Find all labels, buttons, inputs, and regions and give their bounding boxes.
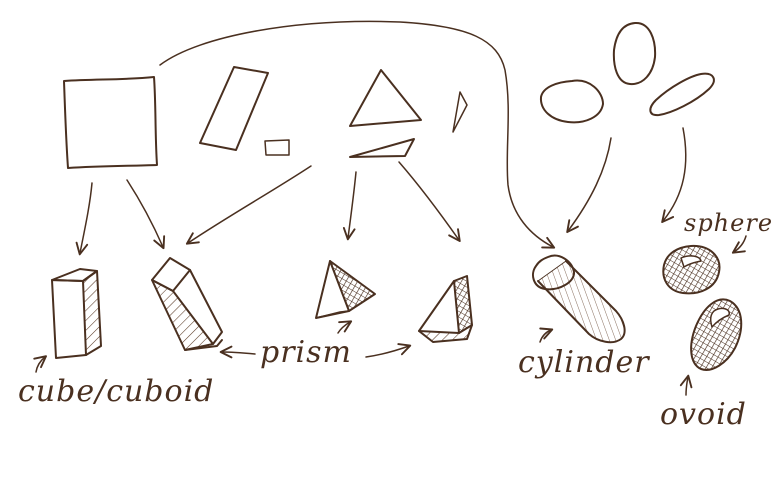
flat-ellipse-shape: [649, 72, 715, 117]
cylinder-form: [532, 254, 626, 344]
circle-shape: [539, 79, 604, 124]
ovoid-form: [690, 298, 743, 371]
square-shape: [63, 76, 158, 169]
small-rectangle-shape: [264, 139, 290, 156]
triangle-shape: [349, 69, 422, 127]
arrow-triangle-to-triangular-prism: [398, 161, 461, 243]
pyramid-form: [315, 260, 376, 319]
ovoid-label: ovoid: [660, 397, 747, 432]
cuboid-form: [51, 268, 102, 359]
triangular-prism-form: [418, 275, 473, 343]
cylinder-label: cylinder: [518, 345, 650, 380]
prism-label: prism: [260, 335, 352, 370]
flat-triangle-shape: [349, 138, 415, 158]
sliver-shape: [452, 91, 468, 133]
arrow-cylinder-label: [539, 327, 554, 343]
arrow-cube-label: [33, 355, 47, 373]
arrow-top-loop-to-cylinder: [159, 20, 556, 249]
arrow-sphere-label: [731, 235, 747, 254]
arrow-prism-left: [219, 345, 256, 359]
arrow-circle-to-cylinder: [566, 137, 612, 234]
rectangular-prism-form: [151, 257, 223, 351]
arrow-ovoid-label: [679, 374, 693, 396]
arrow-pyramid-label: [337, 320, 353, 334]
arrow-square-to-prism: [126, 179, 166, 250]
arrow-prism-right: [365, 343, 412, 358]
sphere-label: sphere: [684, 209, 774, 237]
cube-cuboid-label: cube/cuboid: [18, 374, 215, 409]
arrow-ellipse-to-sphere: [661, 127, 687, 223]
arrow-square-to-cube: [75, 182, 93, 256]
tall-oval-shape: [612, 21, 657, 86]
arrow-triangle-to-pyramid: [342, 171, 357, 241]
rectangle-shape: [199, 66, 269, 151]
sphere-form: [662, 244, 721, 295]
arrow-rectangle-to-prism: [185, 165, 312, 245]
